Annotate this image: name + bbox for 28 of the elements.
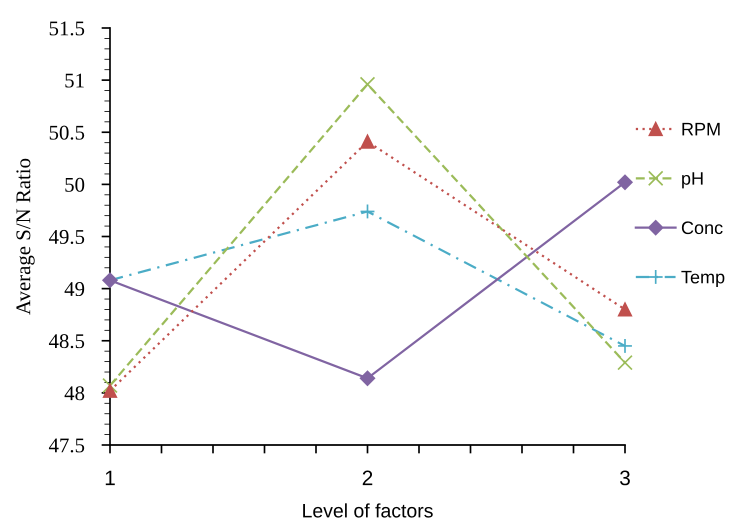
point [617, 338, 633, 354]
point [360, 204, 376, 220]
legend-label: Temp [681, 270, 724, 288]
y-tick-label: 48 [64, 386, 84, 400]
x-tick-label: 3 [620, 470, 630, 486]
y-tick-label: 50.5 [50, 126, 84, 140]
x-tick-label: 1 [106, 470, 115, 486]
point [617, 174, 633, 190]
x-axis-title: Level of factors [303, 503, 433, 518]
point [618, 302, 632, 317]
legend-label: RPM [682, 122, 720, 136]
point [617, 354, 633, 370]
point [102, 384, 118, 398]
y-tick-label: 51.5 [50, 21, 84, 36]
y-tick-label: 48.5 [48, 334, 84, 348]
y-axis-title: Average S/N Ratio [16, 158, 35, 315]
point [102, 378, 118, 394]
y-tick-label: 50 [65, 178, 84, 192]
y-tick-label: 49.5 [48, 230, 84, 244]
point [360, 134, 375, 149]
y-tick-label: 47.5 [48, 438, 84, 453]
point [360, 370, 376, 386]
legend-label: Conc [682, 221, 723, 234]
legend-label: pH [682, 172, 703, 188]
point [360, 76, 376, 92]
x-tick-label: 2 [362, 470, 372, 486]
y-tick-label: 49 [64, 282, 84, 296]
y-tick-label: 51 [65, 74, 84, 88]
